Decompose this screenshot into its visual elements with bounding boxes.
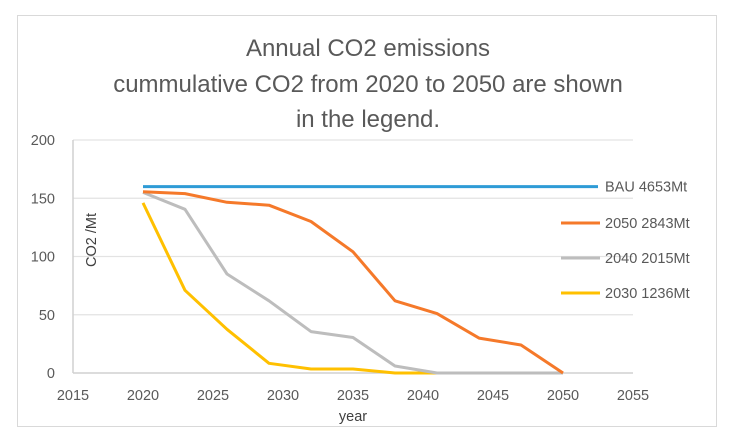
x-tick-label: 2055 xyxy=(617,388,649,404)
legend: BAU 4653Mt 2050 2843Mt 2040 2015Mt 2030 123… xyxy=(561,180,690,302)
chart-title-line-3: in the legend. xyxy=(296,106,440,133)
x-tick-label: 2045 xyxy=(477,388,509,404)
legend-label: 2050 2843Mt xyxy=(605,216,690,232)
y-tick-label: 50 xyxy=(39,308,55,324)
y-tick-label: 100 xyxy=(31,250,55,266)
y-tick-label: 200 xyxy=(31,133,55,149)
series-line-2 xyxy=(142,191,563,375)
series-line-3 xyxy=(141,202,563,375)
chart-title: Annual CO2 emissions cummulative CO2 fro… xyxy=(113,35,623,133)
y-tick-labels: 0 50 100 150 200 xyxy=(31,133,55,382)
series-line-1 xyxy=(142,190,564,375)
x-axis-title: year xyxy=(339,409,367,425)
chart-title-line-2: cummulative CO2 from 2020 to 2050 are sh… xyxy=(113,71,623,98)
chart-title-line-1: Annual CO2 emissions xyxy=(246,35,490,62)
y-tick-label: 0 xyxy=(47,366,55,382)
y-axis-title: CO2 /Mt xyxy=(84,213,100,267)
x-tick-label: 2035 xyxy=(337,388,369,404)
y-tick-label: 150 xyxy=(31,191,55,207)
chart-frame xyxy=(17,15,717,427)
x-tick-labels: 2015 2020 2025 2030 2035 2040 2045 2050 2055 xyxy=(57,388,649,404)
gridlines xyxy=(73,139,633,316)
legend-label: 2040 2015Mt xyxy=(605,251,690,267)
x-tick-label: 2030 xyxy=(267,388,299,404)
x-tick-label: 2025 xyxy=(197,388,229,404)
x-tick-label: 2040 xyxy=(407,388,439,404)
x-tick-label: 2020 xyxy=(127,388,159,404)
series-lines xyxy=(141,185,598,375)
x-tick-label: 2015 xyxy=(57,388,89,404)
x-tick-label: 2050 xyxy=(547,388,579,404)
legend-label: 2030 1236Mt xyxy=(605,286,690,302)
legend-label: BAU 4653Mt xyxy=(605,180,687,196)
